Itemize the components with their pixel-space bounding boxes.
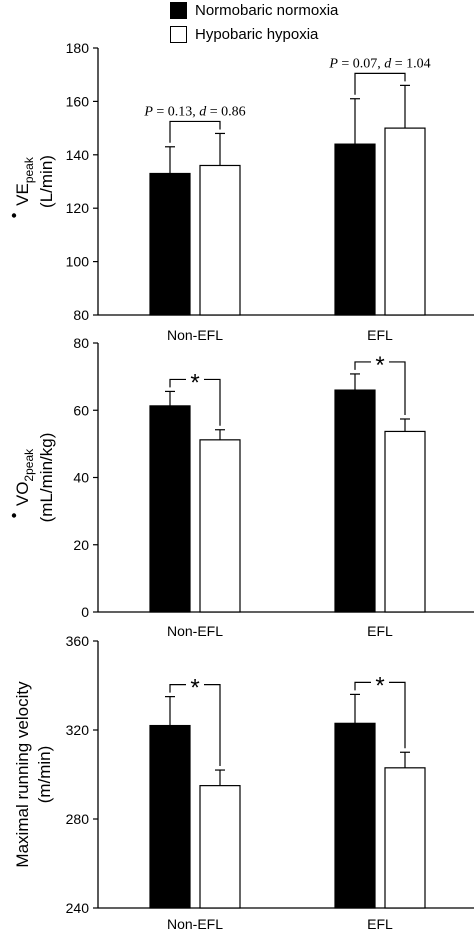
y-tick-label: 160 xyxy=(66,93,90,109)
y-axis-label-unit: (mL/min/kg) xyxy=(37,433,56,523)
x-category-label: Non-EFL xyxy=(167,916,223,932)
stats-annotation-part: = 1.04 xyxy=(391,56,430,71)
stats-annotation-part: P xyxy=(328,56,338,71)
legend-item-hypoxia: Hypobaric hypoxia xyxy=(170,24,318,44)
y-tick-label: 80 xyxy=(73,335,89,351)
bar-normoxia xyxy=(149,724,191,909)
x-category-label: Non-EFL xyxy=(167,327,223,343)
y-tick-label: 240 xyxy=(66,900,90,916)
significance-star: * xyxy=(190,675,199,702)
significance-star: * xyxy=(190,369,199,396)
y-axis-label-dot xyxy=(11,213,17,218)
legend-swatch-hypoxia xyxy=(170,25,187,43)
y-tick-label: 20 xyxy=(73,537,89,553)
y-tick-label: 320 xyxy=(66,722,90,738)
significance-mask xyxy=(371,351,389,368)
y-tick-label: 0 xyxy=(81,604,89,620)
bar-normoxia xyxy=(334,722,376,909)
y-axis-label-sub: peak xyxy=(22,156,36,183)
bar-hypoxia xyxy=(384,127,426,316)
bar-hypoxia xyxy=(384,767,426,909)
legend: Normobaric normoxia Hypobaric hypoxia xyxy=(170,0,470,44)
stats-bracket xyxy=(354,72,406,95)
stats-annotation-part: d xyxy=(384,56,392,71)
y-tick-label: 360 xyxy=(66,633,90,649)
y-axis-label-dot xyxy=(11,513,17,518)
stats-bracket xyxy=(169,120,221,143)
stats-annotation-part: P xyxy=(143,104,153,119)
significance-star: * xyxy=(375,672,384,699)
y-tick-label: 140 xyxy=(66,147,90,163)
legend-item-normoxia: Normobaric normoxia xyxy=(170,0,338,20)
bar-hypoxia xyxy=(199,439,241,613)
bar-normoxia xyxy=(149,405,191,613)
x-category-label: EFL xyxy=(367,623,393,639)
bar-normoxia xyxy=(334,389,376,613)
y-tick-label: 280 xyxy=(66,811,90,827)
legend-swatch-normoxia xyxy=(170,1,187,19)
significance-mask xyxy=(371,672,389,689)
chart-panel-2: 0 20 40 60 80 Non-EFL EFL * * VO2peak(mL/min/kg) xyxy=(11,335,474,639)
significance-mask xyxy=(186,674,204,691)
x-category-label: Non-EFL xyxy=(167,623,223,639)
significance-mask xyxy=(186,369,204,386)
chart-panel-1: 80 100 120 140 160 180 Non-EFL EFL P = 0.13, d =… xyxy=(11,40,474,343)
stats-annotation: P = 0.13, d = 0.86 xyxy=(143,104,245,119)
stats-annotation-part: = 0.13, xyxy=(153,104,199,119)
y-tick-label: 80 xyxy=(73,307,89,323)
y-axis-label-main: VO xyxy=(13,482,32,507)
stats-annotation-part: = 0.86 xyxy=(206,104,245,119)
legend-label-hypoxia: Hypobaric hypoxia xyxy=(195,25,319,43)
bar-normoxia xyxy=(334,143,376,316)
y-axis-label-main: VE xyxy=(13,183,32,206)
bar-normoxia xyxy=(149,172,191,316)
y-tick-label: 180 xyxy=(66,40,90,56)
stats-annotation: P = 0.07, d = 1.04 xyxy=(328,56,430,71)
y-axis-label-main: Maximal running velocity xyxy=(13,681,32,868)
stats-annotation-part: d xyxy=(199,104,207,119)
y-tick-label: 40 xyxy=(73,470,89,486)
y-axis-label-unit: (m/min) xyxy=(35,746,54,804)
y-axis-label: VO2peak(mL/min/kg) xyxy=(13,433,56,523)
y-axis-label-unit: (L/min) xyxy=(37,155,56,208)
x-category-label: EFL xyxy=(367,327,393,343)
y-axis-label: Maximal running velocity (m/min) xyxy=(13,681,54,868)
bar-hypoxia xyxy=(199,785,241,909)
stats-annotation-part: = 0.07, xyxy=(338,56,384,71)
y-axis-label-sub: 2peak xyxy=(22,448,36,482)
y-tick-label: 100 xyxy=(66,254,90,270)
x-category-label: EFL xyxy=(367,916,393,932)
bar-hypoxia xyxy=(384,430,426,613)
chart-panel-3: 240 280 320 360 Non-EFL EFL * * Maximal running … xyxy=(13,633,474,932)
legend-label-normoxia: Normobaric normoxia xyxy=(195,1,339,19)
y-tick-label: 120 xyxy=(66,200,90,216)
significance-star: * xyxy=(375,352,384,379)
y-axis-label: VEpeak(L/min) xyxy=(13,155,56,208)
bar-hypoxia xyxy=(199,164,241,316)
y-tick-label: 60 xyxy=(73,402,89,418)
